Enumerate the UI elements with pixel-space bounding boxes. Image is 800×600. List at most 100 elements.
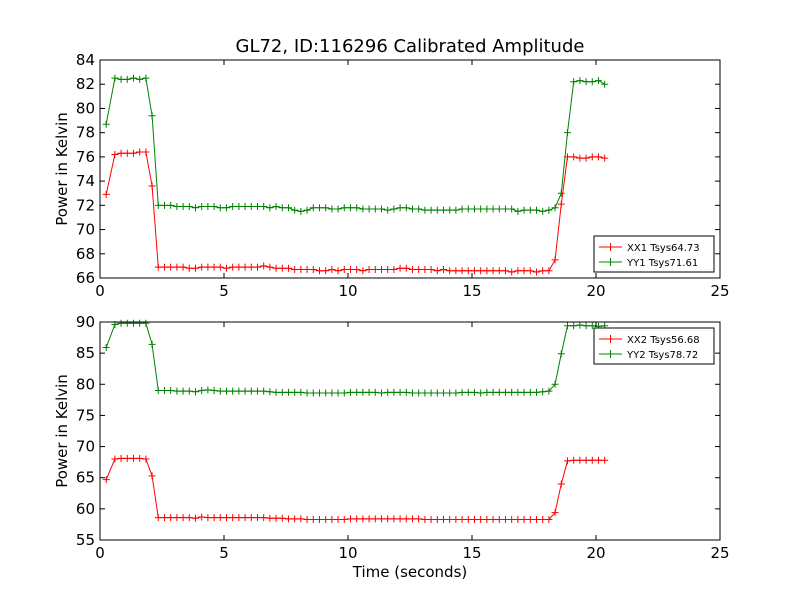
lower-series-1-point [198, 513, 206, 521]
lower-series-2-point [501, 388, 509, 396]
upper-series-1-point [247, 263, 255, 271]
lower-series-2-point [452, 389, 460, 397]
upper-series-1-point [154, 263, 162, 271]
upper-series-2-point [520, 206, 528, 214]
upper-series-2-point [489, 205, 497, 213]
lower-series-1-point [204, 514, 212, 522]
lower-series-1-point [458, 515, 466, 523]
lower-series-2-point [235, 387, 243, 395]
lower-series-1-point [508, 515, 516, 523]
upper-series-2-point [365, 205, 373, 213]
upper-series-2-point [557, 189, 565, 197]
lower-series-2-point [532, 388, 540, 396]
upper-y-tick-label: 84 [76, 51, 95, 69]
upper-y-tick-label: 70 [76, 221, 95, 239]
chart-title: GL72, ID:116296 Calibrated Amplitude [236, 36, 585, 57]
lower-series-1-point [241, 514, 249, 522]
upper-series-1-point [427, 266, 435, 274]
lower-series-2-point [464, 388, 472, 396]
lower-series-1-point [452, 515, 460, 523]
upper-series-2-point [576, 77, 584, 85]
lower-series-1-point [185, 514, 193, 522]
upper-series-2-point [470, 205, 478, 213]
upper-series-1-point [483, 267, 491, 275]
lower-series-1-point [439, 515, 447, 523]
upper-series-2-point [408, 205, 416, 213]
lower-y-tick-label: 90 [76, 313, 95, 331]
lower-series-2-point [253, 387, 261, 395]
lower-series-1-point [526, 515, 534, 523]
lower-series-2-point [359, 388, 367, 396]
lower-series-1-point [582, 456, 590, 464]
upper-series-1-point [576, 154, 584, 162]
upper-series-1-point [142, 148, 150, 156]
lower-series-1-point [402, 515, 410, 523]
lower-series-2-point [241, 387, 249, 395]
lower-series-1-point [396, 515, 404, 523]
lower-y-tick-label: 80 [76, 375, 95, 393]
lower-series-1-point [247, 514, 255, 522]
upper-series-2-point [154, 201, 162, 209]
upper-series-1-point [204, 263, 212, 271]
lower-series-2-point [123, 319, 131, 327]
lower-series-2-point [415, 389, 423, 397]
upper-series-2-point [359, 205, 367, 213]
lower-series-2-point [421, 389, 429, 397]
upper-series-2-point [173, 203, 181, 211]
upper-y-axis-label: Power in Kelvin [53, 112, 71, 226]
lower-series-1-point [167, 514, 175, 522]
upper-series-2-point [229, 203, 237, 211]
upper-series-2-point [272, 203, 280, 211]
lower-series-2-point [365, 388, 373, 396]
lower-series-2-point [260, 387, 268, 395]
lower-series-2-point [272, 388, 280, 396]
upper-series-2-point [303, 206, 311, 214]
upper-series-1-point [291, 266, 299, 274]
upper-y-tick-label: 76 [76, 148, 95, 166]
lower-series-1-point [266, 514, 274, 522]
lower-series-1-point [278, 514, 286, 522]
lower-series-2-point [278, 388, 286, 396]
lower-series-2-point [551, 380, 559, 388]
upper-series-2-point [377, 205, 385, 213]
upper-series-1-point [111, 150, 119, 158]
lower-series-1-point [284, 515, 292, 523]
lower-series-2-point [563, 322, 571, 330]
lower-series-1-point [545, 515, 553, 523]
lower-series-1-point [551, 509, 559, 517]
lower-series-2-point [396, 388, 404, 396]
upper-series-2-point [508, 205, 516, 213]
lower-series-1-point [415, 515, 423, 523]
lower-series-1-point [229, 514, 237, 522]
lower-series-2-point [570, 322, 578, 330]
lower-series-1-point [588, 456, 596, 464]
upper-series-1-point [346, 266, 354, 274]
upper-series-2-point [421, 206, 429, 214]
upper-series-1-point [390, 266, 398, 274]
upper-series-1-point [452, 267, 460, 275]
lower-series-2-point [408, 389, 416, 397]
lower-series-2-point [340, 389, 348, 397]
upper-series-1-point [526, 267, 534, 275]
upper-series-2-point [204, 203, 212, 211]
upper-y-tick-label: 66 [76, 269, 95, 287]
upper-series-1-point [520, 267, 528, 275]
upper-series-2-point [315, 204, 323, 212]
lower-series-2-point [284, 388, 292, 396]
upper-series-1-point [501, 267, 509, 275]
lower-series-2-point [160, 387, 168, 395]
lower-series-1-point [340, 515, 348, 523]
upper-series-2-point [136, 75, 144, 83]
lower-series-1-point [359, 515, 367, 523]
upper-series-2-point [526, 206, 534, 214]
upper-series-1-point [470, 267, 478, 275]
lower-series-1-point [514, 515, 522, 523]
upper-series-1-point [191, 264, 199, 272]
lower-series-1-point [179, 514, 187, 522]
lower-series-1-point [142, 455, 150, 463]
lower-series-1-point [309, 515, 317, 523]
upper-series-1-point [210, 263, 218, 271]
upper-series-1-point [253, 263, 261, 271]
lower-series-1-point [334, 515, 342, 523]
